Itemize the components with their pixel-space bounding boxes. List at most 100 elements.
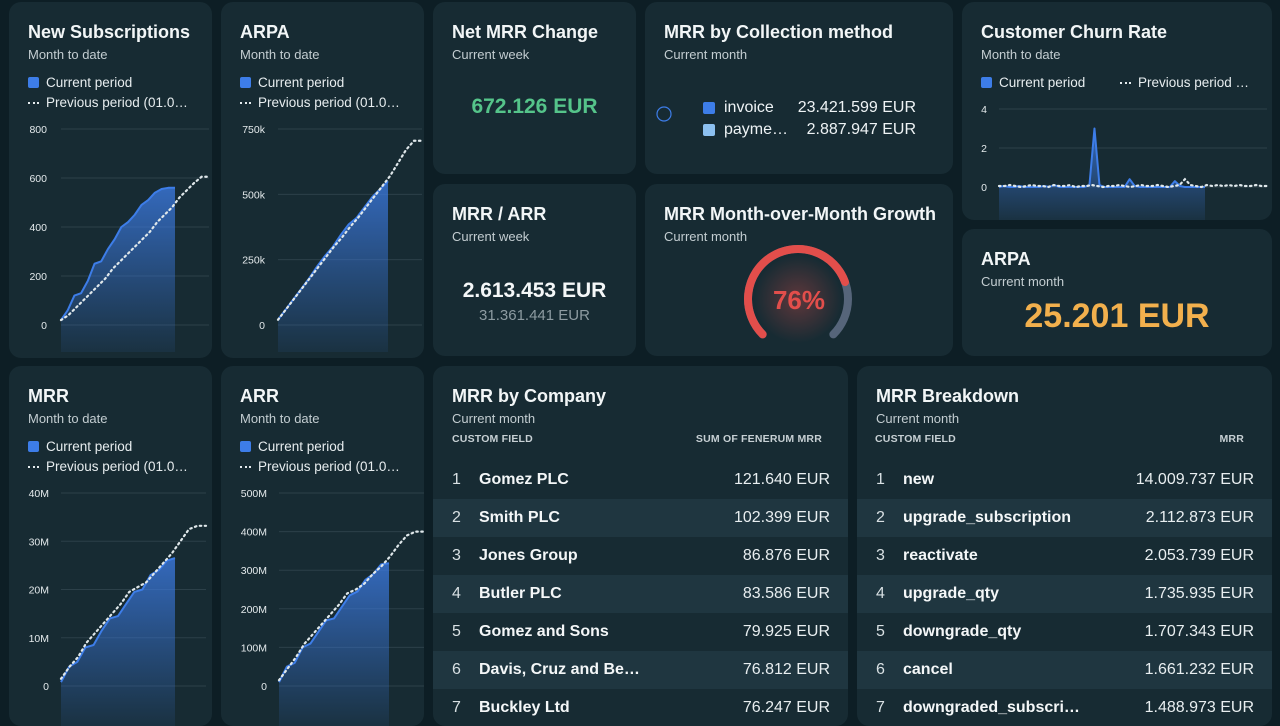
card-subtitle: Month to date bbox=[240, 47, 320, 62]
table-row[interactable]: 3 reactivate 2.053.739 EUR bbox=[876, 547, 1254, 564]
legend-current[interactable]: Current period bbox=[240, 75, 344, 90]
y-tick-label: 500M bbox=[241, 488, 267, 500]
previous-period-line bbox=[997, 177, 1269, 189]
legend-dotted-line-icon bbox=[1120, 77, 1131, 88]
legend-current[interactable]: Current period bbox=[240, 439, 344, 454]
current-period-area bbox=[999, 128, 1205, 220]
churn-rate-card: Customer Churn Rate Month to date Curren… bbox=[962, 2, 1272, 220]
collection-value: 23.421.599 EUR bbox=[797, 99, 916, 116]
table-row[interactable]: 4 Butler PLC 83.586 EUR bbox=[433, 575, 848, 613]
card-subtitle: Current week bbox=[452, 47, 530, 62]
table-row[interactable]: 3 Jones Group 86.876 EUR bbox=[452, 547, 830, 564]
y-tick-label: 500k bbox=[242, 189, 266, 201]
card-title: MRR Breakdown bbox=[876, 386, 1020, 406]
new-subscriptions-chart[interactable]: 800 600 400 200 0 bbox=[9, 2, 212, 358]
y-tick-label: 30M bbox=[29, 536, 49, 548]
y-tick-label: 4 bbox=[981, 104, 987, 116]
legend-current[interactable]: Current period bbox=[28, 75, 132, 90]
y-tick-label: 0 bbox=[41, 320, 47, 332]
previous-period-line bbox=[59, 524, 208, 680]
legend-square-icon bbox=[703, 102, 715, 114]
net-mrr-change-card: Net MRR Change Current week 672.126 EUR bbox=[433, 2, 636, 174]
arpa-chart-card: ARPA Month to date Current period Previo… bbox=[221, 2, 424, 358]
growth-gauge bbox=[744, 245, 852, 343]
gauge-value-arc bbox=[744, 245, 850, 339]
y-tick-label: 100M bbox=[241, 642, 267, 654]
card-title: Customer Churn Rate bbox=[981, 22, 1168, 42]
card-subtitle: Month to date bbox=[28, 411, 108, 426]
mom-growth-card: MRR Month-over-Month Growth Current mont… bbox=[645, 184, 953, 356]
card-title: New Subscriptions bbox=[28, 22, 191, 42]
card-subtitle: Current week bbox=[452, 229, 530, 244]
legend-current[interactable]: Current period bbox=[28, 439, 132, 454]
card-title: MRR bbox=[28, 386, 69, 406]
table-row[interactable]: 5 downgrade_qty 1.707.343 EUR bbox=[876, 623, 1254, 640]
collection-item-invoice[interactable]: invoice 23.421.599 EUR bbox=[703, 99, 943, 119]
table-row[interactable]: 5 Gomez and Sons 79.925 EUR bbox=[452, 623, 830, 640]
table-row[interactable]: 6 Davis, Cruz and Be… 76.812 EUR bbox=[433, 651, 848, 689]
table-row[interactable]: 4 upgrade_qty 1.735.935 EUR bbox=[857, 575, 1272, 613]
legend-dotted-line-icon bbox=[28, 97, 39, 108]
current-period-area bbox=[61, 558, 175, 726]
legend-previous[interactable]: Previous period (01.0… bbox=[28, 459, 188, 474]
collection-label: invoice bbox=[724, 99, 774, 116]
legend-dotted-line-icon bbox=[240, 97, 251, 108]
card-title: ARPA bbox=[981, 249, 1031, 269]
legend-previous[interactable]: Previous period (01.0… bbox=[28, 95, 188, 110]
mrr-value: 2.613.453 EUR bbox=[462, 279, 607, 302]
card-subtitle: Current month bbox=[664, 47, 748, 62]
mrr-by-company-card: MRR by Company Current month CUSTOM FIEL… bbox=[433, 366, 848, 726]
mrr-arr-card: MRR / ARR Current week 2.613.453 EUR 31.… bbox=[433, 184, 636, 356]
y-tick-label: 0 bbox=[259, 320, 265, 332]
table-row[interactable]: 1 new 14.009.737 EUR bbox=[876, 471, 1254, 488]
column-header-mrr[interactable]: MRR bbox=[1219, 433, 1244, 445]
column-header-sum-mrr[interactable]: SUM OF FENERUM MRR bbox=[695, 433, 822, 445]
current-period-line bbox=[60, 186, 175, 321]
table-row[interactable]: 2 Smith PLC 102.399 EUR bbox=[433, 499, 848, 537]
y-tick-label: 20M bbox=[29, 585, 49, 597]
legend-previous[interactable]: Previous period (01.0… bbox=[240, 459, 400, 474]
collection-pie-chart[interactable] bbox=[655, 104, 675, 124]
card-subtitle: Month to date bbox=[240, 411, 320, 426]
arpa-chart[interactable]: 750k 500k 250k 0 bbox=[221, 2, 424, 358]
column-header-custom-field[interactable]: CUSTOM FIELD bbox=[452, 433, 533, 445]
legend-square-icon bbox=[28, 441, 39, 452]
card-subtitle: Month to date bbox=[28, 47, 108, 62]
legend-current[interactable]: Current period bbox=[981, 75, 1085, 90]
card-title: ARR bbox=[240, 386, 279, 406]
y-tick-label: 400M bbox=[241, 527, 267, 539]
card-subtitle: Month to date bbox=[981, 47, 1061, 62]
card-title: MRR by Company bbox=[452, 386, 607, 406]
previous-period-line bbox=[277, 530, 424, 682]
arr-value: 31.361.441 EUR bbox=[479, 307, 590, 324]
card-subtitle: Current month bbox=[664, 229, 748, 244]
card-subtitle: Current month bbox=[876, 411, 960, 426]
y-tick-label: 200M bbox=[241, 604, 267, 616]
arr-chart[interactable]: 500M 400M 300M 200M 100M 0 bbox=[221, 366, 424, 726]
current-period-area bbox=[278, 181, 388, 352]
table-row[interactable]: 2 upgrade_subscription 2.112.873 EUR bbox=[857, 499, 1272, 537]
column-header-custom-field[interactable]: CUSTOM FIELD bbox=[875, 433, 956, 445]
previous-period-line bbox=[276, 139, 424, 321]
card-title: MRR by Collection method bbox=[664, 22, 893, 42]
arpa-value: 25.201 EUR bbox=[1024, 297, 1210, 335]
y-tick-label: 750k bbox=[242, 124, 266, 136]
churn-rate-chart[interactable]: 4 2 0 bbox=[962, 2, 1272, 220]
y-tick-label: 600 bbox=[29, 173, 47, 185]
collection-item-payment[interactable]: payme… 2.887.947 EUR bbox=[703, 121, 943, 141]
table-row[interactable]: 6 cancel 1.661.232 EUR bbox=[857, 651, 1272, 689]
card-title: MRR / ARR bbox=[452, 204, 547, 224]
legend-previous[interactable]: Previous period (01.0… bbox=[240, 95, 400, 110]
table-row[interactable]: 7 Buckley Ltd 76.247 EUR bbox=[452, 699, 830, 716]
current-period-line bbox=[998, 127, 1205, 188]
table-row[interactable]: 7 downgraded_subscri… 1.488.973 EUR bbox=[876, 699, 1254, 716]
arr-chart-card: ARR Month to date Current period Previou… bbox=[221, 366, 424, 726]
current-period-area bbox=[279, 563, 389, 726]
legend-dotted-line-icon bbox=[28, 461, 39, 472]
y-tick-label: 0 bbox=[43, 681, 49, 693]
pie-outline bbox=[656, 106, 672, 122]
growth-value: 76% bbox=[772, 285, 826, 315]
mrr-chart[interactable]: 40M 30M 20M 10M 0 bbox=[9, 366, 212, 726]
table-row[interactable]: 1 Gomez PLC 121.640 EUR bbox=[452, 471, 830, 488]
legend-previous[interactable]: Previous period … bbox=[1120, 75, 1249, 90]
